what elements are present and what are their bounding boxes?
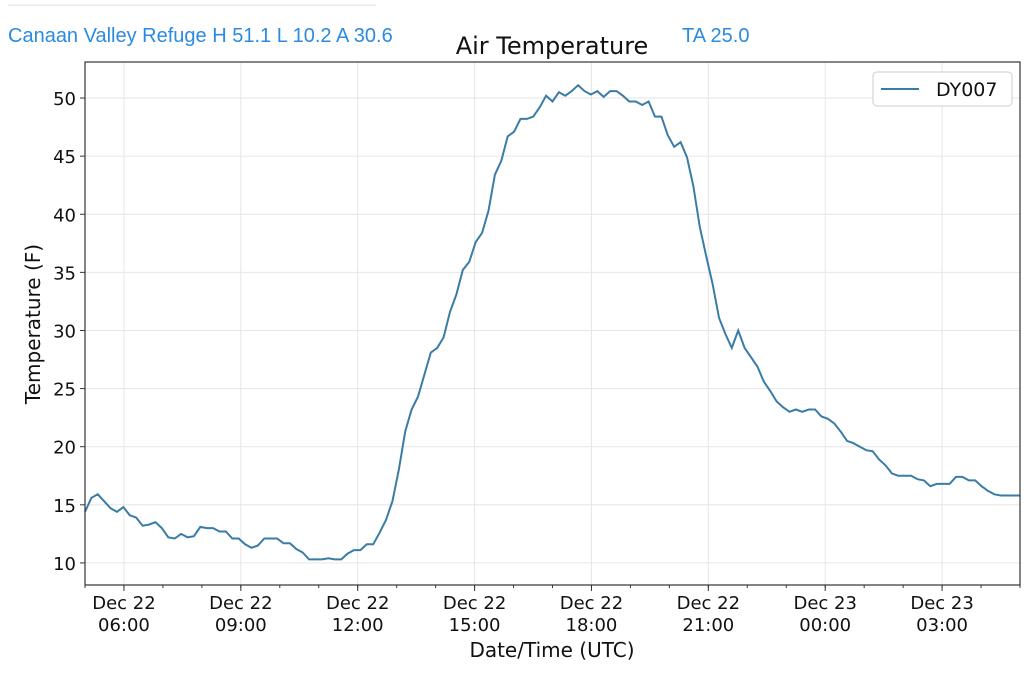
x-tick-label-time: 00:00 (799, 615, 851, 636)
y-tick-label: 35 (53, 263, 76, 284)
chart-title: Air Temperature (456, 32, 649, 60)
y-axis-label: Temperature (F) (21, 244, 45, 405)
x-tick-label-date: Dec 22 (326, 593, 389, 614)
top-divider (8, 4, 376, 6)
series-line-dy007 (84, 83, 1020, 561)
x-tick-label-time: 06:00 (98, 615, 150, 636)
x-tick-label-date: Dec 23 (910, 593, 973, 614)
x-tick-label-date: Dec 22 (677, 593, 740, 614)
y-tick-label: 50 (53, 89, 76, 110)
y-tick-label: 40 (53, 205, 76, 226)
average-temperature: TA 25.0 (682, 25, 750, 47)
x-tick-label-date: Dec 22 (92, 593, 155, 614)
x-tick-label-time: 21:00 (682, 615, 734, 636)
y-tick-label: 25 (53, 380, 76, 401)
x-tick-label-date: Dec 22 (209, 593, 272, 614)
x-tick-label-time: 15:00 (449, 615, 501, 636)
plot-frame (84, 61, 1021, 586)
legend-label: DY007 (936, 79, 997, 101)
y-tick-label: 45 (53, 147, 76, 168)
x-tick-label-time: 09:00 (215, 615, 267, 636)
station-summary: Canaan Valley Refuge H 51.1 L 10.2 A 30.… (8, 25, 393, 47)
x-tick-label-date: Dec 22 (560, 593, 623, 614)
x-tick-label-date: Dec 22 (443, 593, 506, 614)
x-tick-label-time: 12:00 (332, 615, 384, 636)
legend: DY007 (872, 71, 1013, 107)
x-tick-label-time: 03:00 (916, 615, 968, 636)
y-tick-label: 30 (53, 321, 76, 342)
x-tick-label-date: Dec 23 (793, 593, 856, 614)
x-tick-label-time: 18:00 (566, 615, 618, 636)
x-axis-label: Date/Time (UTC) (469, 638, 634, 662)
y-tick-label: 10 (53, 554, 76, 575)
y-tick-label: 20 (53, 438, 76, 459)
y-tick-label: 15 (53, 496, 76, 517)
